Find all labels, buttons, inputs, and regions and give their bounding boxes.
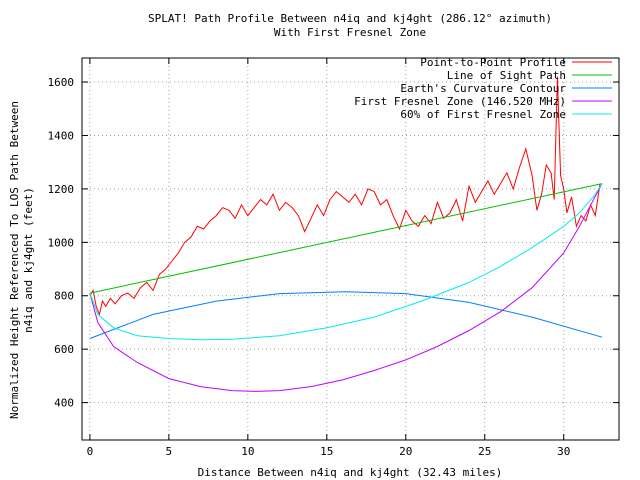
frame-layer: [81, 57, 620, 441]
y-tick-label: 1400: [48, 129, 75, 142]
y-axis-label-line1: Normalized Height Referenced To LOS Path…: [8, 101, 21, 419]
x-tick-label: 0: [87, 445, 94, 458]
y-tick-label: 1000: [48, 236, 75, 249]
x-tick-label: 25: [478, 445, 491, 458]
plot-frame: [81, 57, 620, 441]
grid-layer: [82, 58, 619, 440]
legend-label-curvature: Earth's Curvature Contour: [400, 82, 566, 95]
series-line-fresnel60: [89, 183, 603, 341]
y-tick-label: 800: [54, 290, 74, 303]
legend-label-profile: Point-to-Point Profile: [420, 56, 566, 69]
x-axis-label: Distance Between n4iq and kj4ght (32.43 …: [198, 466, 503, 479]
legend-label-los: Line of Sight Path: [447, 69, 566, 82]
y-axis-label-line2: n4iq and kj4ght (feet): [22, 187, 35, 333]
x-tick-label: 10: [241, 445, 254, 458]
x-tick-label: 5: [166, 445, 173, 458]
series-layer: [89, 76, 603, 392]
chart-subtitle: With First Fresnel Zone: [274, 26, 426, 39]
x-tick-label: 20: [399, 445, 412, 458]
y-tick-label: 1600: [48, 76, 75, 89]
y-tick-label: 400: [54, 397, 74, 410]
series-line-curvature: [89, 291, 603, 339]
x-tick-label: 15: [320, 445, 333, 458]
series-line-los: [89, 183, 603, 294]
series-line-fresnel: [89, 183, 603, 392]
y-tick-label: 1200: [48, 183, 75, 196]
y-tick-label: 600: [54, 343, 74, 356]
x-tick-label: 30: [557, 445, 570, 458]
tick-layer: 0 5 10 15 20 25 30 400 600 800 1000 1200 1400 1600: [48, 58, 619, 458]
legend-label-fresnel60: 60% of First Fresnel Zone: [400, 108, 566, 121]
series-line-profile: [89, 76, 601, 317]
legend-label-fresnel: First Fresnel Zone (146.520 MHz): [354, 95, 566, 108]
chart-title: SPLAT! Path Profile Between n4iq and kj4…: [148, 12, 552, 25]
